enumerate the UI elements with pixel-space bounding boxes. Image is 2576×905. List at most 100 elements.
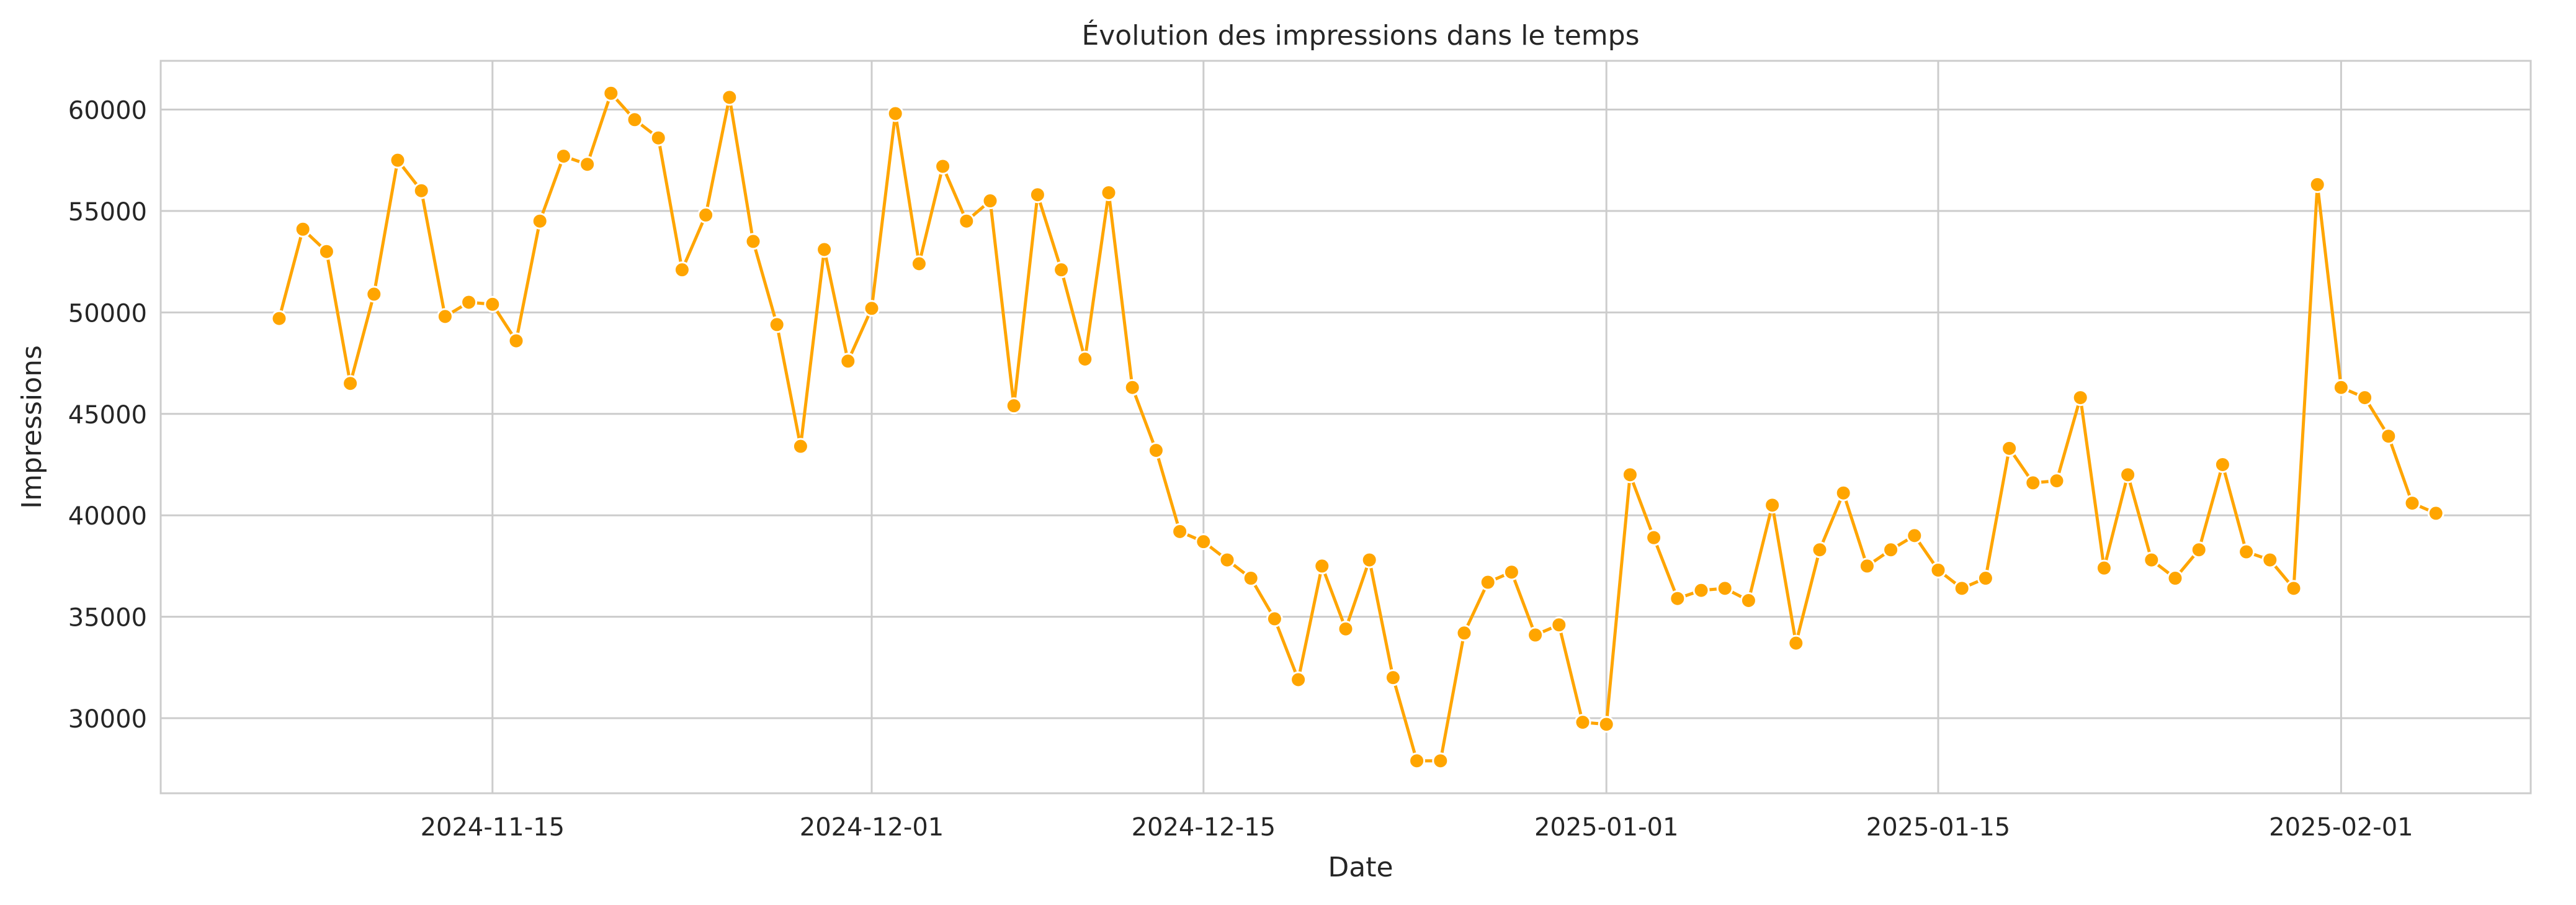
y-axis-label: Impressions (16, 345, 48, 509)
x-axis-label: Date (1328, 852, 1393, 883)
data-point (1195, 533, 1212, 551)
data-point (1858, 557, 1876, 575)
data-point (1693, 582, 1710, 599)
grid-lines (161, 61, 2531, 793)
data-point (2214, 456, 2231, 473)
data-point (531, 212, 548, 230)
data-point (1503, 564, 1520, 581)
data-point (934, 158, 952, 175)
x-tick-label: 2025-01-01 (1534, 813, 1678, 842)
data-point (2048, 472, 2065, 490)
data-point (1764, 497, 1781, 514)
data-point (1598, 716, 1615, 733)
y-tick-label: 35000 (68, 604, 147, 633)
data-point (1621, 466, 1639, 484)
data-point (1384, 669, 1402, 687)
y-tick-label: 60000 (68, 96, 147, 125)
data-point (792, 438, 809, 455)
data-point (1527, 626, 1544, 644)
data-point (2001, 439, 2018, 457)
data-point (602, 84, 620, 102)
data-point (1337, 620, 1354, 637)
data-point (1930, 561, 1947, 579)
data-point (1479, 574, 1496, 591)
data-point (745, 233, 762, 250)
data-point (1906, 527, 1923, 544)
data-point (1977, 570, 1994, 587)
data-point (887, 105, 904, 122)
data-point (2190, 541, 2207, 559)
data-point (579, 156, 596, 173)
data-point (342, 375, 359, 392)
data-point (436, 308, 454, 325)
data-point (2072, 389, 2089, 407)
data-point (839, 353, 857, 370)
data-point (2143, 551, 2160, 569)
data-point (1456, 624, 1473, 642)
data-point (460, 294, 478, 311)
data-point (1147, 442, 1165, 459)
data-point (2285, 580, 2302, 597)
data-point (2332, 379, 2350, 396)
x-tick-label: 2025-02-01 (2269, 813, 2413, 842)
data-point (555, 148, 572, 165)
y-tick-label: 45000 (68, 401, 147, 430)
y-tick-label: 40000 (68, 502, 147, 531)
x-tick-label: 2024-12-15 (1132, 813, 1276, 842)
data-point (910, 255, 928, 272)
data-point (294, 220, 311, 238)
data-point (318, 243, 335, 260)
tick-labels: 30000 35000 40000 45000 50000 55000 60000 2024-… (68, 96, 2413, 842)
data-point (2404, 495, 2421, 512)
data-point (697, 206, 715, 223)
data-point (1124, 379, 1141, 396)
y-tick-label: 50000 (68, 299, 147, 328)
data-point (2380, 428, 2397, 445)
data-point (1005, 397, 1022, 415)
data-point (1290, 671, 1307, 688)
data-point (1242, 570, 1259, 587)
data-point (2427, 505, 2444, 522)
data-point (365, 286, 383, 303)
data-point (1645, 529, 1663, 546)
data-point (1053, 261, 1070, 279)
data-point (1100, 184, 1117, 201)
data-point (1716, 580, 1733, 597)
data-point (1266, 610, 1283, 628)
data-point (1882, 541, 1900, 559)
data-point (2119, 466, 2137, 484)
x-tick-label: 2025-01-15 (1866, 813, 2010, 842)
data-point (1171, 523, 1189, 540)
data-point (1361, 551, 1378, 569)
data-point (816, 241, 833, 258)
data-point (1550, 616, 1568, 634)
data-point (768, 316, 785, 333)
data-point (1313, 557, 1331, 575)
y-tick-label: 55000 (68, 198, 147, 227)
data-point (1219, 551, 1236, 569)
data-point (1953, 580, 1970, 597)
data-point (1669, 590, 1686, 607)
data-point (1787, 634, 1805, 652)
data-point (2024, 474, 2042, 492)
x-tick-label: 2024-12-01 (800, 813, 944, 842)
data-point (484, 295, 501, 313)
data-point (1076, 350, 1094, 367)
data-point (508, 332, 525, 349)
data-point (271, 310, 288, 327)
data-point (1740, 592, 1757, 609)
data-point (413, 182, 430, 199)
data-point (673, 261, 691, 279)
plot-area-frame (159, 60, 2532, 795)
data-point (1574, 714, 1591, 731)
data-point (958, 212, 975, 230)
y-tick-label: 30000 (68, 705, 147, 734)
data-point (1029, 186, 1046, 204)
data-point (1432, 752, 1449, 770)
x-tick-label: 2024-11-15 (421, 813, 565, 842)
data-point (982, 192, 999, 210)
series-line (277, 91, 2437, 763)
chart-title: Évolution des impressions dans le temps (1081, 19, 1639, 52)
series-line-group (271, 84, 2444, 770)
